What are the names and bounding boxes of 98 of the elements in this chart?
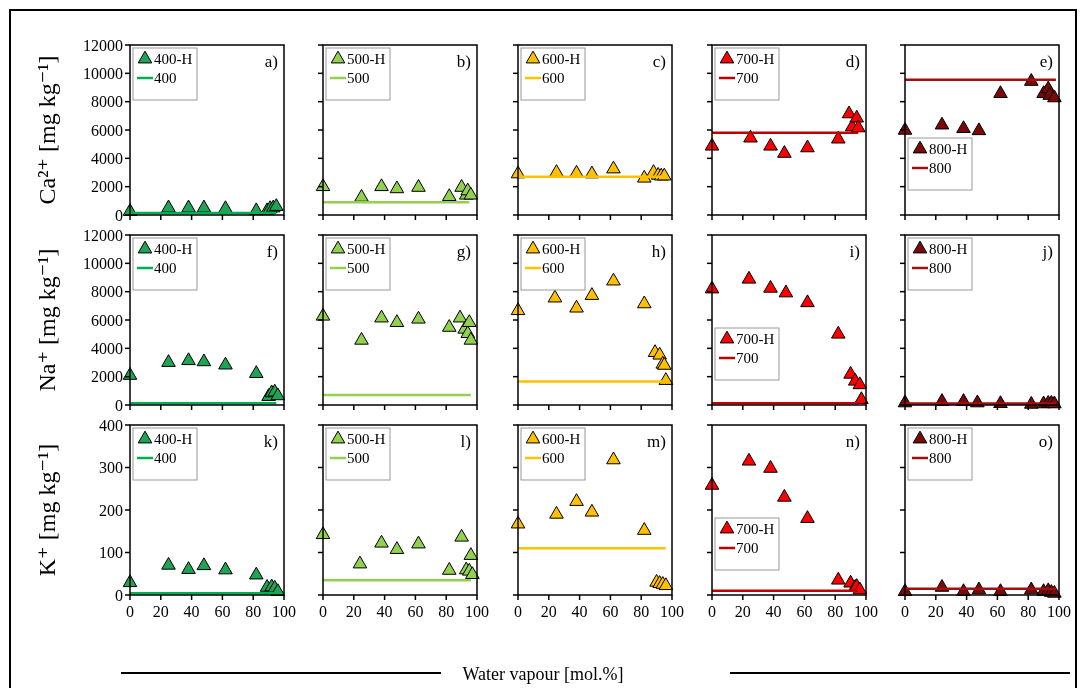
x-tick-label: 100 <box>465 603 489 620</box>
x-tick-label: 40 <box>376 603 393 620</box>
x-tick-label: 100 <box>272 603 296 620</box>
legend-label: 400-H <box>154 431 193 447</box>
x-tick-label: 60 <box>989 603 1006 620</box>
annotation: h) <box>651 242 666 261</box>
x-tick-label: 80 <box>827 603 844 620</box>
y-tick-label: 400 <box>99 416 123 434</box>
y-tick-label: 2000 <box>91 178 123 196</box>
x-tick-label: 60 <box>796 603 813 620</box>
legend-label: 400 <box>154 260 177 276</box>
x-tick-label: 80 <box>1020 603 1037 620</box>
legend-label: 700 <box>736 70 759 86</box>
legend-label: 600 <box>542 450 565 466</box>
annotation: n) <box>845 432 860 451</box>
x-tick-label: 80 <box>438 603 455 620</box>
x-tick-label: 0 <box>319 603 327 620</box>
x-tick-label: 60 <box>214 603 231 620</box>
y-axis-title: Na⁺ [mg kg⁻¹] <box>34 248 60 392</box>
legend-label: 500-H <box>347 51 386 67</box>
legend-label: 700-H <box>736 331 775 347</box>
legend-label: 600 <box>542 260 565 276</box>
y-tick-label: 200 <box>99 501 123 519</box>
annotation: k) <box>263 432 278 451</box>
annotation: b) <box>456 52 471 71</box>
annotation: g) <box>456 242 471 261</box>
annotation: m) <box>647 432 666 451</box>
x-tick-label: 80 <box>245 603 262 620</box>
annotation: c) <box>652 52 666 71</box>
annotation: d) <box>845 52 860 71</box>
y-tick-label: 4000 <box>91 149 123 167</box>
x-tick-label: 0 <box>126 603 134 620</box>
y-tick-label: 6000 <box>91 121 123 139</box>
x-tick-label: 60 <box>602 603 619 620</box>
annotation: i) <box>849 242 860 261</box>
x-tick-label: 100 <box>660 603 684 620</box>
legend-label: 600-H <box>542 241 581 257</box>
legend-label: 800 <box>929 260 952 276</box>
y-tick-label: 10000 <box>83 254 123 272</box>
x-tick-label: 0 <box>708 603 716 620</box>
y-tick-label: 12000 <box>83 36 123 54</box>
legend-label: 700-H <box>736 521 775 537</box>
legend-label: 800-H <box>929 141 968 157</box>
legend-label: 800 <box>929 450 952 466</box>
legend-label: 500 <box>347 70 370 86</box>
x-tick-label: 40 <box>183 603 200 620</box>
x-tick-label: 20 <box>345 603 362 620</box>
annotation: j) <box>1041 242 1053 261</box>
legend-label: 800 <box>929 160 952 176</box>
y-tick-label: 0 <box>115 206 123 224</box>
y-tick-label: 2000 <box>91 368 123 386</box>
x-tick-label: 20 <box>734 603 751 620</box>
y-tick-label: 4000 <box>91 339 123 357</box>
annotation: a) <box>264 52 278 71</box>
x-tick-label: 0 <box>901 603 909 620</box>
x-tick-label: 40 <box>765 603 782 620</box>
legend-label: 500-H <box>347 241 386 257</box>
x-axis-title: Water vapour [mol.%] <box>462 664 624 684</box>
x-tick-label: 40 <box>571 603 588 620</box>
x-tick-label: 100 <box>854 603 878 620</box>
y-tick-label: 100 <box>99 544 123 562</box>
x-tick-label: 20 <box>927 603 944 620</box>
x-tick-label: 20 <box>540 603 557 620</box>
legend-label: 700 <box>736 540 759 556</box>
x-tick-label: 20 <box>152 603 169 620</box>
x-tick-label: 60 <box>407 603 424 620</box>
y-tick-label: 0 <box>115 396 123 414</box>
x-tick-label: 0 <box>514 603 522 620</box>
y-tick-label: 12000 <box>83 226 123 244</box>
legend-label: 500-H <box>347 431 386 447</box>
legend-label: 400-H <box>154 241 193 257</box>
y-tick-label: 10000 <box>83 64 123 82</box>
y-tick-label: 6000 <box>91 311 123 329</box>
x-tick-label: 80 <box>633 603 650 620</box>
legend-label: 400-H <box>154 51 193 67</box>
x-tick-label: 40 <box>958 603 975 620</box>
legend-label: 400 <box>154 70 177 86</box>
y-axis-title: Ca²⁺ [mg kg⁻¹] <box>34 55 60 205</box>
legend-label: 400 <box>154 450 177 466</box>
y-axis-title: K⁺ [mg kg⁻¹] <box>34 443 60 577</box>
legend-label: 800-H <box>929 431 968 447</box>
annotation: l) <box>460 432 471 451</box>
legend-label: 500 <box>347 260 370 276</box>
legend-label: 700 <box>736 350 759 366</box>
legend-label: 600 <box>542 70 565 86</box>
y-tick-label: 8000 <box>91 283 123 301</box>
y-tick-label: 0 <box>115 586 123 604</box>
y-tick-label: 8000 <box>91 93 123 111</box>
annotation: o) <box>1038 432 1053 451</box>
x-tick-label: 100 <box>1047 603 1071 620</box>
annotation: f) <box>266 242 278 261</box>
legend-label: 600-H <box>542 431 581 447</box>
legend-label: 500 <box>347 450 370 466</box>
legend-label: 800-H <box>929 241 968 257</box>
legend-label: 700-H <box>736 51 775 67</box>
legend-label: 600-H <box>542 51 581 67</box>
y-tick-label: 300 <box>99 459 123 477</box>
annotation: e) <box>1039 52 1053 71</box>
